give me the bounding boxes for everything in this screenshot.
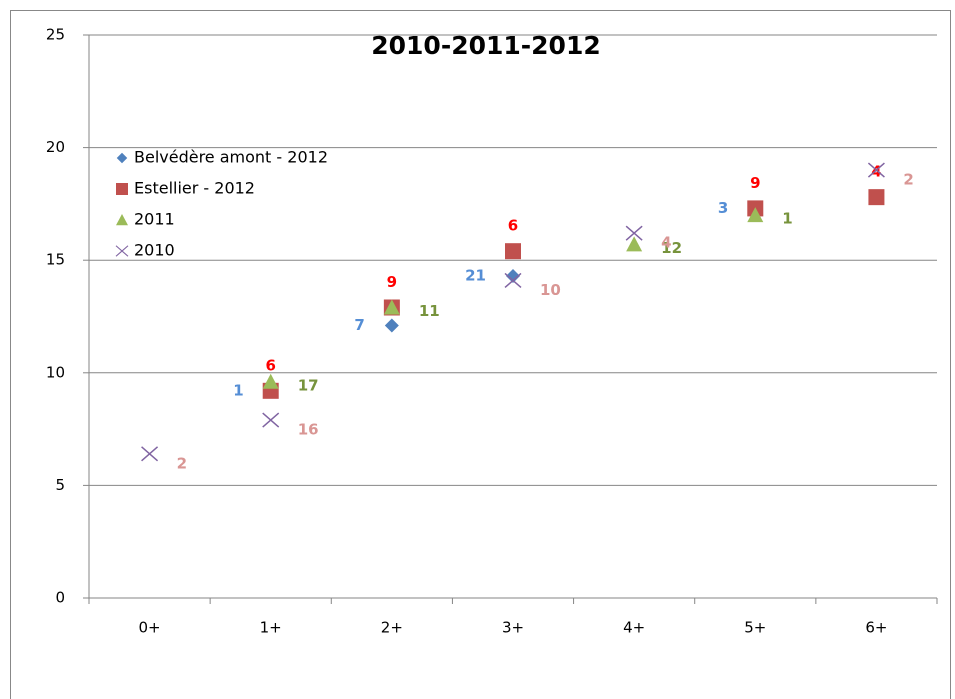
count-label: 7	[354, 316, 364, 334]
count-label: 9	[750, 174, 760, 192]
x-tick-label: 1+	[260, 619, 282, 637]
count-label: 2	[177, 454, 187, 472]
data-point	[262, 373, 279, 389]
data-point	[868, 189, 885, 206]
legend-label: 2010	[134, 241, 175, 260]
legend-marker	[116, 214, 128, 226]
legend-marker	[116, 183, 128, 195]
count-label: 3	[718, 199, 728, 217]
y-tick-label: 25	[46, 26, 65, 44]
legend-marker	[115, 245, 129, 257]
data-point	[506, 268, 520, 283]
y-tick-label: 5	[55, 476, 65, 494]
x-tick-label: 5+	[744, 619, 766, 637]
data-point	[141, 446, 159, 462]
count-label: 21	[465, 266, 486, 284]
count-label: 4	[661, 234, 671, 252]
x-tick-label: 4+	[623, 619, 645, 637]
data-point	[383, 299, 400, 315]
count-label: 6	[265, 356, 275, 374]
data-point	[625, 225, 643, 241]
chart-frame	[10, 10, 951, 699]
chart-title: 2010-2011-2012	[371, 31, 601, 60]
count-label: 2	[903, 171, 913, 189]
data-point	[747, 207, 764, 223]
x-tick-label: 2+	[381, 619, 403, 637]
count-label: 6	[508, 217, 518, 235]
data-point	[867, 162, 885, 178]
y-tick-label: 20	[46, 138, 65, 156]
data-point	[384, 318, 399, 333]
y-tick-label: 15	[46, 251, 65, 269]
x-tick-label: 6+	[865, 619, 887, 637]
count-label: 9	[387, 273, 397, 291]
y-tick-label: 10	[46, 363, 65, 381]
legend-marker	[116, 152, 128, 164]
data-point	[626, 236, 643, 252]
count-label: 11	[419, 302, 440, 320]
count-label: 17	[298, 376, 319, 394]
count-label: 4	[871, 163, 881, 181]
x-tick-label: 3+	[502, 619, 524, 637]
legend-label: Belvédère amont - 2012	[134, 148, 328, 167]
count-label: 10	[540, 281, 561, 299]
x-tick-label: 0+	[139, 619, 161, 637]
data-point	[262, 412, 280, 428]
count-label: 16	[298, 421, 319, 439]
y-tick-label: 0	[55, 589, 65, 607]
legend-label: Estellier - 2012	[134, 179, 255, 198]
count-label: 1	[233, 381, 243, 399]
data-point	[504, 272, 522, 289]
count-label: 1	[782, 210, 792, 228]
count-label: 12	[661, 239, 682, 257]
data-point	[505, 243, 521, 260]
legend-label: 2011	[134, 210, 175, 229]
